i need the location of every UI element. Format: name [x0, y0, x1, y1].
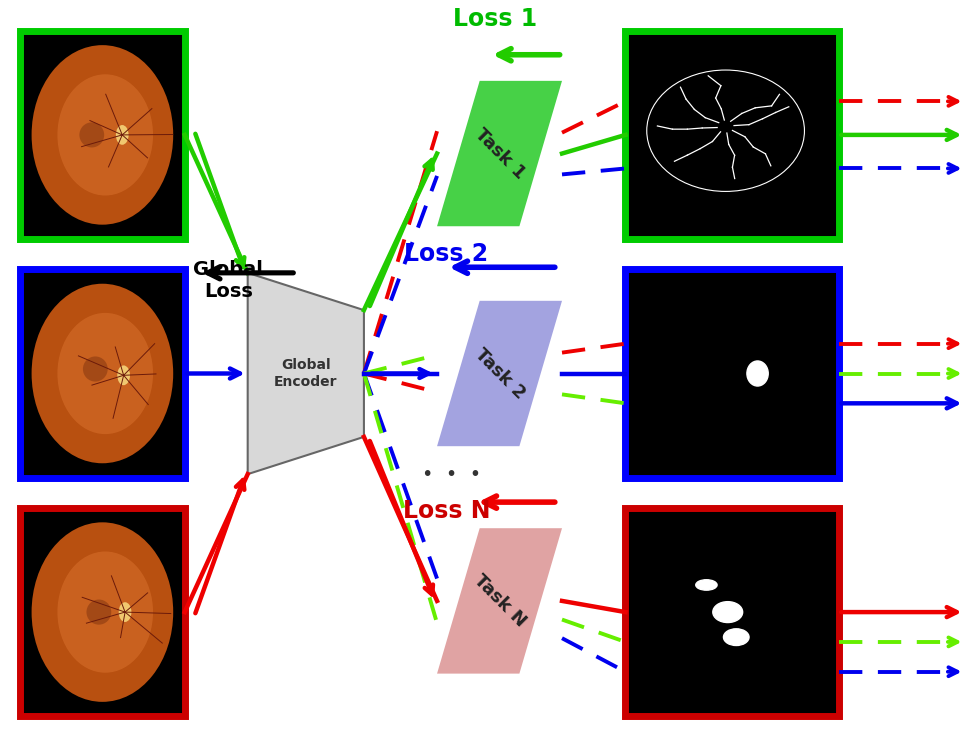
Bar: [625, 31, 837, 239]
Ellipse shape: [82, 356, 108, 382]
Text: Task N: Task N: [469, 571, 529, 630]
Text: Loss 2: Loss 2: [404, 242, 487, 266]
Ellipse shape: [695, 580, 716, 590]
Polygon shape: [247, 273, 363, 474]
Ellipse shape: [117, 365, 130, 385]
Ellipse shape: [79, 123, 104, 147]
Bar: [625, 269, 837, 478]
Ellipse shape: [32, 522, 173, 702]
Bar: [20, 31, 184, 239]
Text: Task 2: Task 2: [470, 344, 528, 403]
Ellipse shape: [712, 601, 742, 622]
Ellipse shape: [57, 74, 153, 196]
Polygon shape: [437, 301, 561, 446]
Text: Loss 1: Loss 1: [453, 7, 536, 31]
Ellipse shape: [723, 629, 748, 645]
Ellipse shape: [32, 284, 173, 463]
Ellipse shape: [118, 602, 131, 622]
Text: Global
Encoder: Global Encoder: [274, 359, 337, 388]
Ellipse shape: [57, 313, 153, 434]
Polygon shape: [437, 81, 561, 226]
Bar: [20, 269, 184, 478]
Ellipse shape: [746, 361, 767, 386]
Ellipse shape: [115, 125, 129, 145]
Text: Loss N: Loss N: [402, 500, 489, 524]
Bar: [625, 508, 837, 716]
Ellipse shape: [32, 45, 173, 225]
Bar: [20, 508, 184, 716]
Text: Task 1: Task 1: [470, 125, 528, 182]
Ellipse shape: [57, 551, 153, 673]
Polygon shape: [437, 528, 561, 674]
Text: Global
Loss: Global Loss: [193, 260, 263, 301]
Ellipse shape: [86, 600, 111, 624]
Text: •  •  •: • • •: [422, 465, 481, 483]
